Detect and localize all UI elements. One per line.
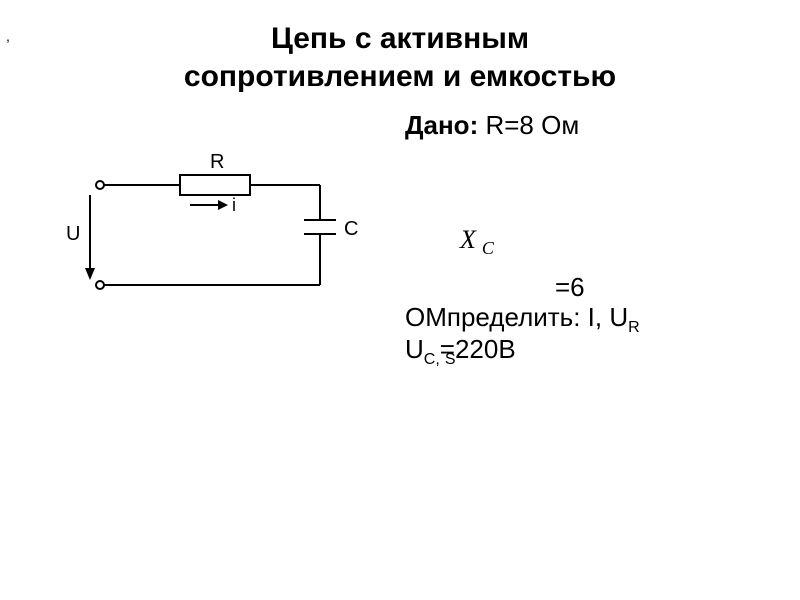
given-value: R=8 Ом xyxy=(478,110,579,140)
u-line-sub-c: C, xyxy=(424,351,440,368)
label-i: i xyxy=(232,195,236,215)
given-label: Дано: xyxy=(405,110,478,140)
terminal-top xyxy=(96,181,104,189)
current-arrow-head xyxy=(218,200,228,210)
label-u: U xyxy=(66,223,80,245)
xc-x: X xyxy=(460,225,476,254)
label-r: R xyxy=(210,151,224,173)
ohm-determine-line: ОМпределить: I, UR xyxy=(405,302,640,337)
u-line-sub-s: S xyxy=(445,351,456,368)
u-line: UC,=220В S xyxy=(405,334,516,369)
ohm-det-text: ОМпределить: I, U xyxy=(405,302,628,332)
given-block: Дано: R=8 Ом xyxy=(405,110,579,141)
terminal-bottom xyxy=(96,281,104,289)
circuit-diagram: R i C U xyxy=(60,150,380,320)
eq6: =6 xyxy=(555,272,585,303)
xc-sub: C xyxy=(482,238,494,258)
voltage-arrow-head xyxy=(85,268,95,280)
title-line-2: сопротивлением и емкостью xyxy=(184,60,616,93)
resistor xyxy=(180,175,250,195)
slide-title: Цепь с активным сопротивлением и емкость… xyxy=(0,20,800,95)
xc-symbol: XC xyxy=(460,225,494,259)
ohm-det-sub: R xyxy=(628,319,640,336)
label-c: C xyxy=(344,218,358,240)
slide: , Цепь с активным сопротивлением и емкос… xyxy=(0,0,800,600)
title-line-1: Цепь с активным xyxy=(271,22,529,55)
u-line-u: U xyxy=(405,334,424,364)
